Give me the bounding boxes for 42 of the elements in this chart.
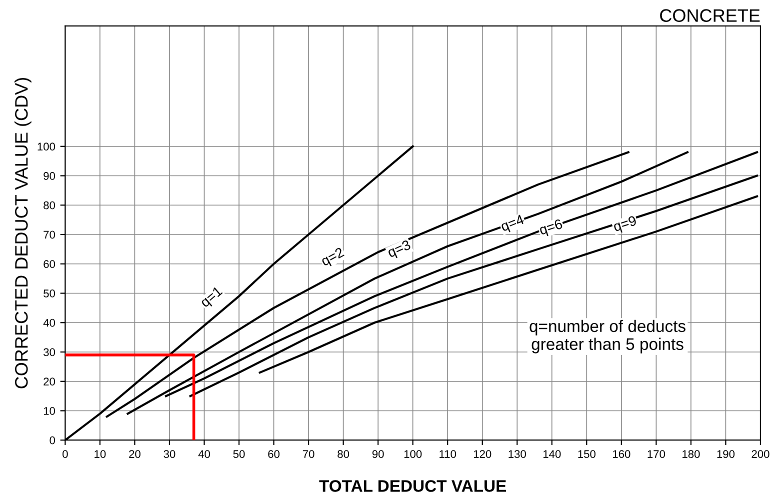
x-tick-label: 20: [129, 450, 140, 458]
x-tick-label: 50: [233, 450, 245, 458]
x-tick-label: 110: [440, 450, 456, 458]
x-tick-label: 40: [198, 450, 210, 458]
text: q=6: [538, 218, 564, 238]
y-tick-label: 50: [44, 290, 56, 298]
y-tick-label: 0: [50, 436, 56, 444]
x-tick-label: 80: [338, 450, 350, 458]
x-tick-label: 130: [508, 450, 526, 458]
y-tick-label: 60: [44, 260, 56, 268]
text: q=2: [320, 247, 346, 269]
text: q=1: [199, 286, 225, 310]
y-tick-label: 70: [44, 230, 56, 239]
x-tick-label: 100: [404, 450, 422, 458]
x-tick-label: 0: [62, 450, 68, 458]
x-tick-label: 10: [94, 450, 106, 458]
y-axis-title: CORRECTED DEDUCT VALUE (CDV): [14, 78, 32, 388]
x-tick-label: 170: [648, 450, 666, 458]
chart-title: CONCRETE: [660, 9, 760, 22]
y-tick-label: 100: [38, 142, 56, 151]
x-tick-label: 150: [578, 450, 596, 458]
x-tick-label: 60: [268, 450, 280, 458]
y-tick-label: 20: [44, 378, 56, 386]
text: q=3: [386, 240, 412, 260]
x-axis-title: TOTAL DEDUCT VALUE: [319, 480, 506, 492]
x-tick-label: 160: [613, 450, 630, 458]
x-tick-label: 30: [164, 450, 176, 458]
y-tick-label: 30: [44, 348, 56, 356]
x-tick-label: 180: [682, 450, 700, 458]
x-tick-label: 200: [752, 450, 770, 458]
x-tick-label: 120: [474, 450, 492, 458]
annotation: q=number of deducts greater than 5 points: [530, 320, 686, 354]
text: q=9: [612, 215, 638, 234]
y-tick-label: 80: [44, 201, 56, 210]
x-tick-label: 140: [543, 450, 561, 458]
y-tick-label: 40: [43, 318, 56, 327]
x-tick-label: 190: [717, 450, 735, 458]
x-tick-label: 70: [302, 450, 314, 458]
x-tick-label: 90: [372, 450, 384, 458]
y-tick-label: 10: [44, 407, 56, 415]
y-tick-label: 90: [44, 172, 56, 180]
text: q=4: [500, 214, 526, 234]
